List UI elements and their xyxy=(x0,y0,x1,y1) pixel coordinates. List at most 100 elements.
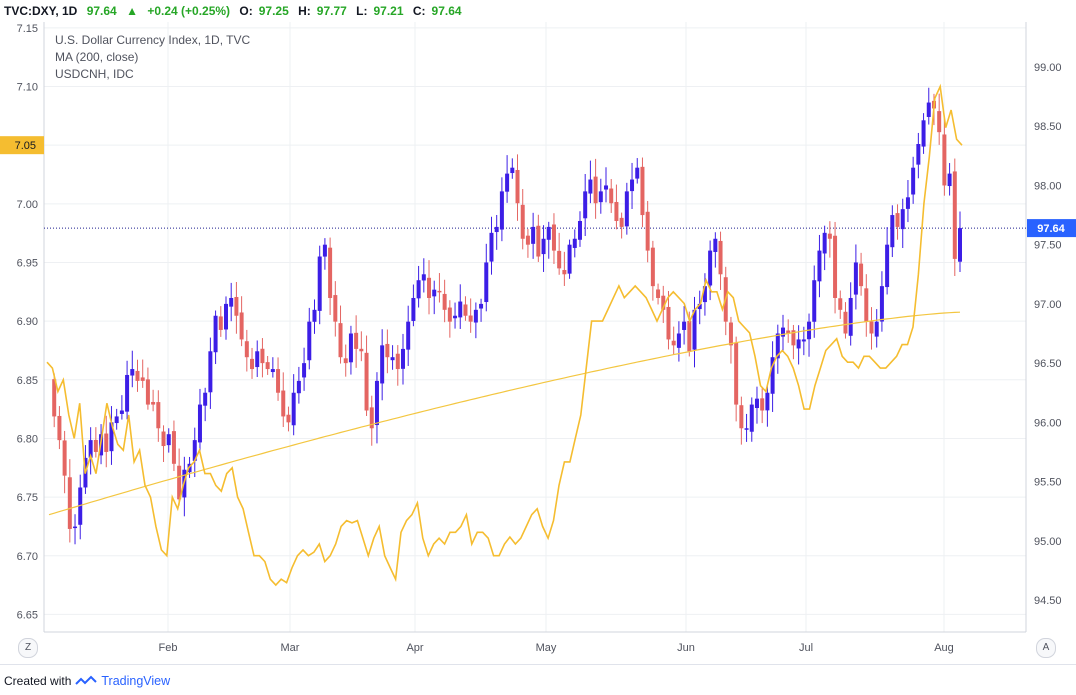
candle-up xyxy=(130,369,135,376)
candle-down xyxy=(250,358,255,370)
candle-up xyxy=(916,144,921,165)
candle-up xyxy=(114,416,119,424)
candle-down xyxy=(656,289,661,298)
legend-usdcnh[interactable]: USDCNH, IDC xyxy=(55,67,134,81)
candle-up xyxy=(853,262,858,295)
symbol-label[interactable]: TVC:DXY, 1D xyxy=(4,4,78,18)
candle-down xyxy=(520,204,525,239)
dxy-candles xyxy=(52,87,962,545)
candle-up xyxy=(765,392,770,411)
candle-up xyxy=(458,301,463,318)
candle-down xyxy=(838,298,843,310)
candle-down xyxy=(515,170,520,204)
usdcnh-badge-label: 7.05 xyxy=(15,140,36,152)
candle-up xyxy=(905,197,910,209)
candle-down xyxy=(557,250,562,269)
created-with-text: Created with xyxy=(4,674,72,688)
candle-down xyxy=(525,235,530,245)
x-tick-label: Apr xyxy=(406,642,423,654)
candle-up xyxy=(73,526,78,529)
candle-down xyxy=(536,225,541,257)
candle-up xyxy=(775,333,780,359)
candle-down xyxy=(281,390,286,417)
candle-down xyxy=(328,247,333,298)
right-tick-label: 95.50 xyxy=(1034,477,1062,489)
candle-down xyxy=(359,348,364,352)
candle-up xyxy=(947,173,952,187)
left-tick-label: 6.80 xyxy=(17,433,38,445)
close-value: 97.64 xyxy=(431,4,462,18)
candle-up xyxy=(494,226,499,233)
high-label: H: xyxy=(298,4,311,18)
candle-up xyxy=(192,440,197,461)
candle-up xyxy=(817,250,822,282)
footer-credit: Created with TradingView xyxy=(4,674,170,688)
candle-down xyxy=(786,330,791,334)
candle-up xyxy=(577,220,582,240)
candle-up xyxy=(203,392,208,406)
tradingview-brand[interactable]: TradingView xyxy=(101,674,171,688)
plot-area[interactable] xyxy=(44,22,1026,632)
candle-up xyxy=(890,215,895,248)
right-tick-label: 98.50 xyxy=(1034,121,1062,133)
candle-up xyxy=(848,297,853,336)
high-value: 97.77 xyxy=(316,4,347,18)
candle-down xyxy=(260,348,265,364)
candle-up xyxy=(900,209,905,230)
candle-down xyxy=(437,290,442,293)
candle-down xyxy=(140,377,145,381)
legend-ma[interactable]: MA (200, close) xyxy=(55,50,139,64)
candle-down xyxy=(67,477,72,529)
candle-up xyxy=(348,333,353,363)
candle-down xyxy=(161,431,166,447)
timezone-button[interactable]: Z xyxy=(18,638,38,658)
candle-down xyxy=(843,311,848,334)
candle-up xyxy=(432,289,437,297)
candle-up xyxy=(588,179,593,194)
candle-up xyxy=(812,280,817,322)
x-tick-label: Jul xyxy=(799,642,813,654)
candle-up xyxy=(307,321,312,361)
open-label: O: xyxy=(239,4,253,18)
candle-up xyxy=(322,244,327,257)
candle-down xyxy=(687,321,692,352)
right-tick-label: 97.50 xyxy=(1034,240,1062,252)
candle-down xyxy=(937,111,942,133)
change-value: +0.24 (+0.25%) xyxy=(147,4,231,18)
candle-up xyxy=(692,309,697,350)
candle-up xyxy=(406,321,411,350)
candle-down xyxy=(463,304,468,316)
low-value: 97.21 xyxy=(373,4,404,18)
candle-down xyxy=(671,340,676,346)
candle-up xyxy=(291,392,296,426)
candle-up xyxy=(682,321,687,330)
candle-up xyxy=(879,286,884,322)
usdcnh-badge xyxy=(0,136,44,155)
candle-up xyxy=(598,191,603,203)
candle-down xyxy=(385,343,390,358)
candle-up xyxy=(505,173,510,192)
candle-down xyxy=(760,398,765,411)
left-tick-label: 6.75 xyxy=(17,492,38,504)
candle-up xyxy=(187,463,192,473)
open-value: 97.25 xyxy=(258,4,289,18)
candle-down xyxy=(104,433,109,452)
candle-up xyxy=(885,244,890,288)
candle-down xyxy=(171,431,176,464)
candle-up xyxy=(88,440,93,458)
price-chart[interactable]: Feb Mar Apr May Jun Jul Aug 7.15 7.10 7.05 7.00 6.… xyxy=(0,0,1076,664)
candle-down xyxy=(728,322,733,346)
candle-up xyxy=(166,434,171,446)
left-axis: 7.15 7.10 7.05 7.00 6.95 6.90 6.85 6.80 6.75 6.70… xyxy=(17,22,45,632)
candle-up xyxy=(874,321,879,337)
candle-down xyxy=(234,296,239,316)
legend-dxy[interactable]: U.S. Dollar Currency Index, 1D, TVC xyxy=(55,33,251,47)
right-axis: 99.00 98.50 98.00 97.50 97.00 96.50 96.00 95.50… xyxy=(1025,22,1062,632)
auto-scale-button[interactable]: A xyxy=(1036,638,1056,658)
candle-up xyxy=(411,297,416,321)
candle-up xyxy=(630,179,635,192)
candle-up xyxy=(78,487,83,525)
right-tick-label: 96.00 xyxy=(1034,417,1062,429)
candle-down xyxy=(151,401,156,405)
candle-down xyxy=(276,369,281,393)
